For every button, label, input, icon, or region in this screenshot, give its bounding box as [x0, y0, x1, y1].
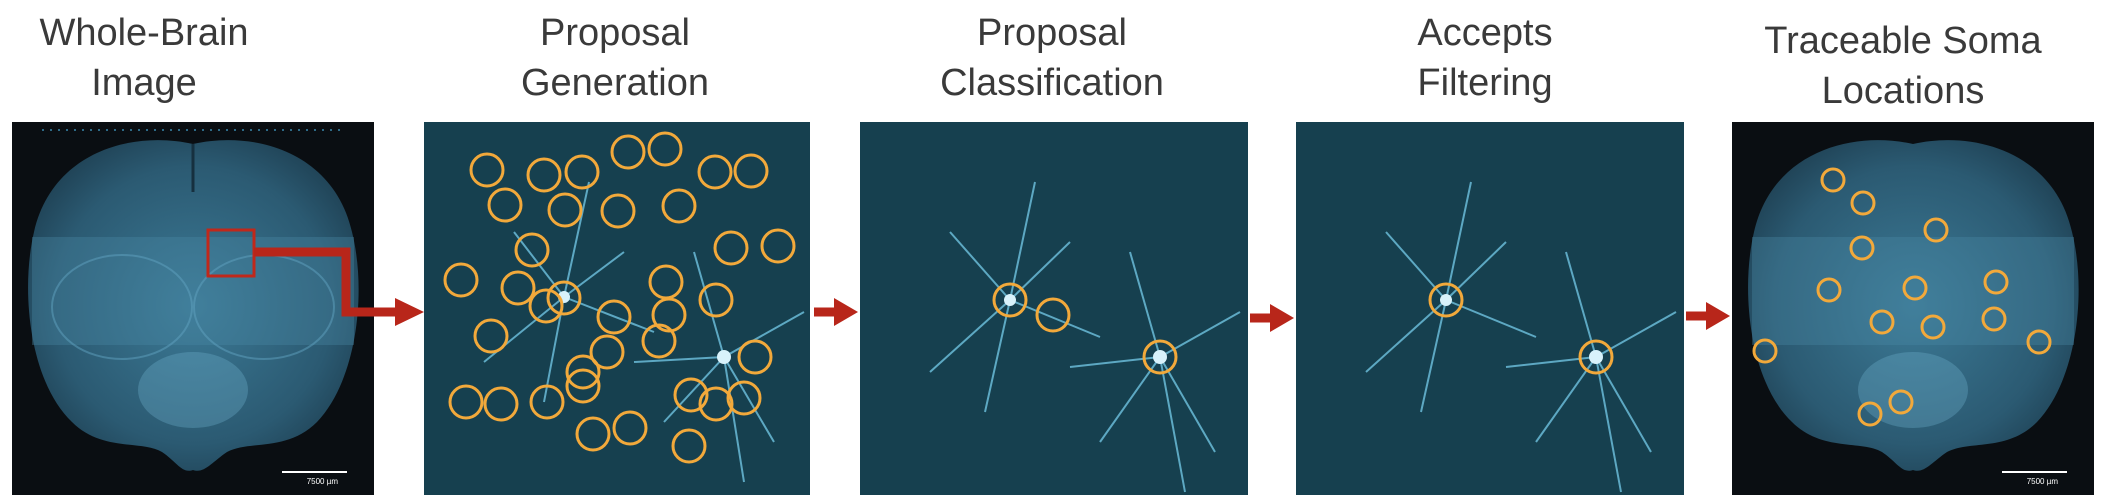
proposal-classification-image	[860, 122, 1248, 495]
proposal-circle	[565, 368, 601, 404]
elbow-arrow-head	[395, 298, 424, 326]
brain-section	[1748, 140, 2079, 471]
soma-location-circle	[1820, 167, 1846, 193]
proposal-circle	[713, 230, 749, 266]
soma-location-circle	[1752, 338, 1778, 364]
accepts-filtering-image	[1296, 122, 1684, 495]
proposal-circle	[473, 318, 509, 354]
proposal-circle	[443, 262, 479, 298]
proposal-circle	[469, 152, 505, 188]
soma-location-circle	[1869, 309, 1895, 335]
proposal-circle	[514, 232, 550, 268]
title-line: Classification	[940, 62, 1164, 104]
proposal-circle	[671, 428, 707, 464]
proposal-circle	[661, 188, 697, 224]
soma-location-circle	[1888, 389, 1914, 415]
accept-circle	[1578, 339, 1614, 375]
imaging-stripe	[1752, 237, 2074, 345]
title-line: Image	[91, 62, 197, 104]
soma-location-circle	[2026, 329, 2052, 355]
proposal-generation-image	[424, 122, 810, 495]
soma-location-circle	[1902, 275, 1928, 301]
proposal-circle	[564, 154, 600, 190]
soma-location-circle	[1981, 306, 2007, 332]
proposal-circle	[612, 410, 648, 446]
soma	[1589, 350, 1603, 364]
proposal-circle	[698, 386, 734, 422]
whole-brain-image: 7500 µm	[12, 122, 374, 495]
stage-title-accepts-filtering: Accepts Filtering	[1300, 8, 1670, 108]
proposal-circle	[565, 354, 601, 390]
elbow-arrow-shaft	[254, 247, 395, 317]
proposal-circle	[733, 153, 769, 189]
soma-location-circle	[1850, 190, 1876, 216]
soma-location-circle	[1849, 235, 1875, 261]
traceable-soma-panel: 7500 µm	[1732, 122, 2094, 495]
soma-location-circle	[1923, 217, 1949, 243]
soma-location-circle	[1983, 269, 2009, 295]
neuron-processes	[1365, 181, 1677, 493]
scale-bar-label: 7500 µm	[2027, 477, 2059, 486]
proposal-circle	[600, 193, 636, 229]
accept-circle	[1035, 297, 1071, 333]
soma	[1004, 294, 1016, 306]
soma	[717, 350, 731, 364]
title-line: Traceable Soma	[1764, 20, 2042, 62]
proposal-generation-panel	[424, 122, 810, 495]
stage-title-whole-brain: Whole-Brain Image	[24, 8, 264, 108]
proposal-circle	[726, 380, 762, 416]
proposal-circle	[610, 134, 646, 170]
title-line: Whole-Brain	[39, 12, 249, 54]
soma-location-circle	[1816, 277, 1842, 303]
proposal-circle	[589, 334, 625, 370]
proposal-circle	[698, 282, 734, 318]
proposal-circle	[487, 187, 523, 223]
title-line: Proposal	[540, 12, 690, 54]
scale-bar-label: 7500 µm	[307, 477, 339, 486]
proposal-circle	[546, 280, 582, 316]
proposal-circle	[651, 297, 687, 333]
proposal-circle	[483, 386, 519, 422]
soma	[1153, 350, 1167, 364]
stage-title-proposal-generation: Proposal Generation	[430, 8, 800, 108]
soma	[1440, 294, 1452, 306]
accepts-filtering-panel	[1296, 122, 1684, 495]
proposal-circle	[448, 384, 484, 420]
proposal-classification-panel	[860, 122, 1248, 495]
proposal-circle	[673, 377, 709, 413]
title-line: Filtering	[1417, 62, 1553, 104]
accept-circle	[1142, 339, 1178, 375]
proposal-circle	[575, 416, 611, 452]
arrow-4-to-5	[1686, 302, 1730, 330]
title-line: Locations	[1821, 70, 1985, 112]
proposal-circle	[760, 228, 796, 264]
accept-circle	[1428, 282, 1464, 318]
title-line: Accepts	[1417, 12, 1553, 54]
traceable-soma-image: 7500 µm	[1732, 122, 2094, 495]
proposal-circle	[529, 384, 565, 420]
whole-brain-panel: 7500 µm	[12, 122, 374, 495]
arrow-2-to-3	[814, 298, 858, 326]
soma-location-circle	[1920, 314, 1946, 340]
proposal-circle	[500, 270, 536, 306]
proposal-circle	[647, 131, 683, 167]
stage-title-proposal-classification: Proposal Classification	[862, 8, 1242, 108]
title-line: Generation	[520, 62, 709, 104]
proposal-circle	[528, 288, 564, 324]
neuron-processes	[929, 181, 1241, 493]
arrow-3-to-4	[1250, 304, 1294, 332]
accept-circle	[992, 282, 1028, 318]
proposal-circle	[737, 339, 773, 375]
proposal-circle	[547, 192, 583, 228]
proposal-circle	[596, 299, 632, 335]
soma-location-circle	[1857, 401, 1883, 427]
proposal-circle	[697, 154, 733, 190]
proposal-circle	[526, 157, 562, 193]
stage-title-traceable-soma: Traceable Soma Locations	[1718, 16, 2088, 116]
title-line: Proposal	[977, 12, 1127, 54]
proposal-circle	[641, 323, 677, 359]
